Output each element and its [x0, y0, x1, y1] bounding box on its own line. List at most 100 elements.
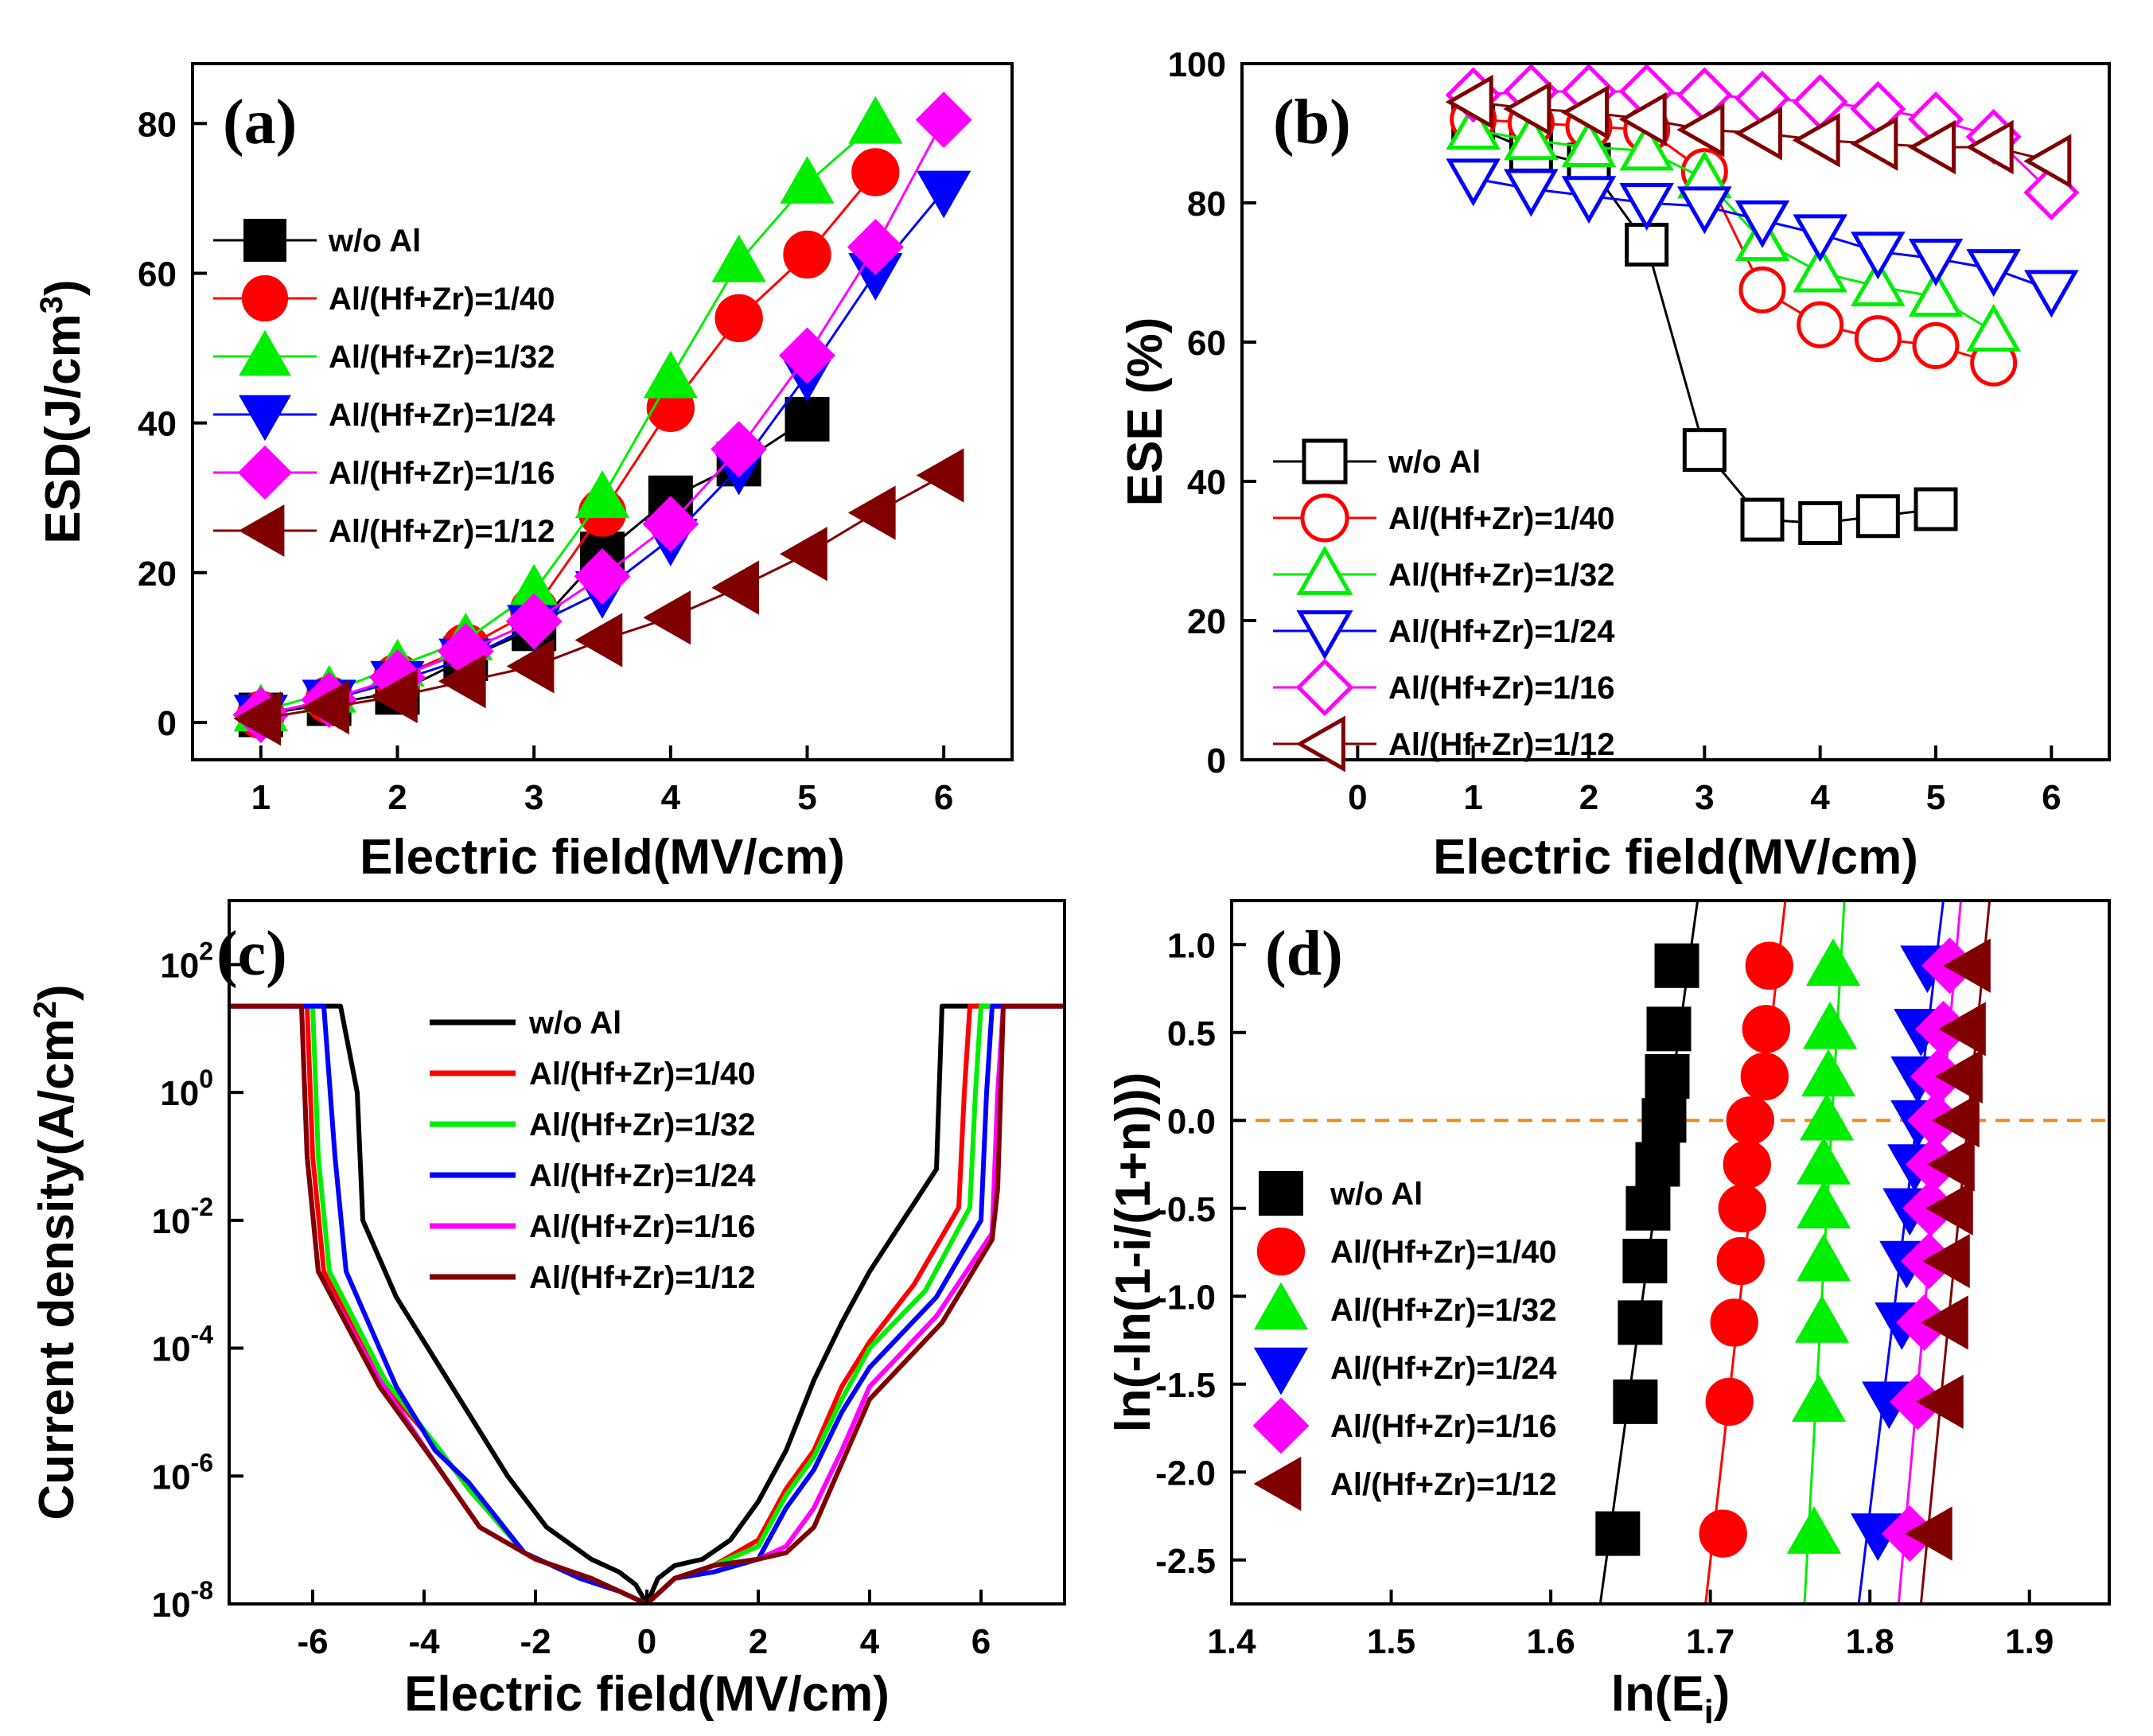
x-tick-label: -2 [520, 1622, 551, 1661]
data-point [1745, 941, 1793, 990]
data-point [1908, 239, 1964, 287]
panel-label: (a) [223, 88, 297, 158]
plot-frame [1230, 899, 2111, 1606]
panel-label: (b) [1273, 88, 1351, 158]
panel-d: 1.4 1.5 1.6 1.7 1.8 1.9 -2.5 -2.0 -1.5 -1.0 -0.5 0.… [1106, 899, 2111, 1730]
data-point [1927, 1137, 1975, 1192]
x-axis-label: ln(Ei) [1611, 1667, 1730, 1730]
legend-label: Al/(Hf+Zr)=1/32 [1388, 558, 1615, 593]
data-point [438, 654, 486, 709]
plot-frame [228, 899, 1066, 1606]
y-tick-label: 100 [160, 1065, 213, 1113]
data-point [1796, 1233, 1851, 1282]
data-point [848, 95, 903, 144]
data-point [1560, 84, 1609, 140]
legend-label: Al/(Hf+Zr)=1/24 [329, 398, 555, 433]
data-point [1561, 119, 1617, 167]
y-tick-label: 100 [1168, 45, 1226, 84]
legend-marker-triangle-left [1295, 715, 1345, 773]
data-point [1798, 501, 1843, 545]
data-point [1786, 1506, 1842, 1554]
data-point [1504, 169, 1559, 217]
data-point [1912, 321, 1960, 369]
data-point [1595, 1511, 1641, 1556]
legend-item-al-hf-zr-1-12: Al/(Hf+Zr)=1/12 [1273, 715, 1615, 773]
data-point [1618, 91, 1667, 147]
legend-item-w-o-al: w/o Al [430, 1006, 621, 1041]
legend-label: Al/(Hf+Zr)=1/12 [329, 514, 555, 549]
data-point [1935, 1049, 1983, 1104]
x-axis-label: Electric field(MV/cm) [404, 1667, 890, 1722]
legend-item-al-hf-zr-1-40: Al/(Hf+Zr)=1/40 [1273, 493, 1615, 543]
y-tick-label: 102 [160, 936, 213, 985]
y-axis-label: ln(-ln(1-i/(1+n))) [1106, 1072, 1161, 1433]
data-point [1561, 176, 1617, 224]
data-point [711, 234, 766, 282]
data-point [1618, 1300, 1663, 1345]
legend: w/o Al Al/(Hf+Zr)=1/40 Al/(Hf+Zr)=1/32 Al/(… [213, 219, 555, 557]
data-point [1682, 428, 1727, 473]
y-tick-label: 0 [158, 704, 177, 743]
data-point [1645, 1054, 1690, 1099]
legend-item-al-hf-zr-1-32: Al/(Hf+Zr)=1/32 [213, 329, 555, 376]
y-tick-label: 80 [1187, 185, 1226, 224]
x-tick-label: 6 [2042, 778, 2061, 817]
data-point [1916, 1374, 1964, 1429]
legend-item-al-hf-zr-1-16: Al/(Hf+Zr)=1/16 [1273, 658, 1615, 717]
data-point [711, 560, 759, 615]
data-point [1619, 183, 1674, 232]
legend-item-al-hf-zr-1-16: Al/(Hf+Zr)=1/16 [1252, 1397, 1557, 1454]
legend-marker-triangle-down [1253, 1347, 1309, 1395]
legend-item-al-hf-zr-1-12: Al/(Hf+Zr)=1/12 [1253, 1456, 1557, 1512]
panel-c: -6 -4 -2 0 2 4 6 10-8 10-6 10-4 10-2 100 102 Electric… [28, 899, 1066, 1722]
data-point [1705, 1377, 1754, 1427]
x-tick-label: 1.8 [1846, 1622, 1894, 1661]
legend-label: Al/(Hf+Zr)=1/12 [1330, 1467, 1557, 1502]
legend-label: Al/(Hf+Zr)=1/32 [1330, 1293, 1557, 1328]
x-tick-label: 4 [1810, 778, 1830, 817]
legend-marker-triangle-down [1296, 610, 1353, 660]
data-point [1801, 1049, 1856, 1097]
data-point [1613, 1379, 1658, 1424]
legend-item-w-o-al: w/o Al [1259, 1171, 1423, 1216]
y-tick-label: 10-6 [152, 1448, 213, 1497]
series-line-w-o-al [229, 1003, 1065, 1604]
y-tick-label: 60 [138, 255, 177, 294]
legend-label: w/o Al [328, 224, 421, 259]
legend-item-al-hf-zr-1-32: Al/(Hf+Zr)=1/32 [1253, 1282, 1557, 1330]
legend: w/o Al Al/(Hf+Zr)=1/40 Al/(Hf+Zr)=1/32 Al/(… [430, 1006, 756, 1295]
data-point [1792, 112, 1840, 168]
legend-marker-diamond [1295, 658, 1354, 717]
legend-item-al-hf-zr-1-40: Al/(Hf+Zr)=1/40 [1256, 1227, 1557, 1276]
data-point [1723, 1140, 1771, 1189]
data-point [1797, 301, 1844, 348]
legend-label: Al/(Hf+Zr)=1/16 [1388, 671, 1615, 706]
data-point [1966, 303, 2021, 352]
series-al-hf-zr-1-12 [1445, 74, 2072, 189]
series-al-hf-zr-1-12 [1904, 901, 1991, 1604]
legend-label: Al/(Hf+Zr)=1/16 [529, 1209, 756, 1244]
legend-label: Al/(Hf+Zr)=1/40 [1330, 1235, 1557, 1270]
data-point [1855, 494, 1900, 539]
data-point [1907, 119, 1956, 175]
data-point [642, 496, 699, 553]
legend-label: w/o Al [528, 1006, 621, 1041]
data-point [780, 527, 827, 582]
legend: w/o Al Al/(Hf+Zr)=1/40 Al/(Hf+Zr)=1/32 Al/(… [1252, 1171, 1557, 1512]
x-tick-label: 6 [971, 1622, 991, 1661]
legend-marker-square [243, 219, 286, 262]
data-point [1965, 119, 2014, 175]
series-line [1473, 128, 1995, 333]
legend-item-al-hf-zr-1-16: Al/(Hf+Zr)=1/16 [213, 445, 555, 500]
legend-label: Al/(Hf+Zr)=1/40 [329, 282, 555, 317]
data-point [1446, 158, 1501, 207]
legend-item-al-hf-zr-1-32: Al/(Hf+Zr)=1/32 [1273, 545, 1615, 595]
series-al-hf-zr-1-16 [1881, 901, 1978, 1604]
data-point [2024, 270, 2079, 318]
data-point [506, 639, 555, 694]
data-point [1622, 1239, 1668, 1284]
data-point [915, 91, 972, 148]
data-point [1791, 1374, 1847, 1423]
x-tick-label: 2 [749, 1622, 768, 1661]
